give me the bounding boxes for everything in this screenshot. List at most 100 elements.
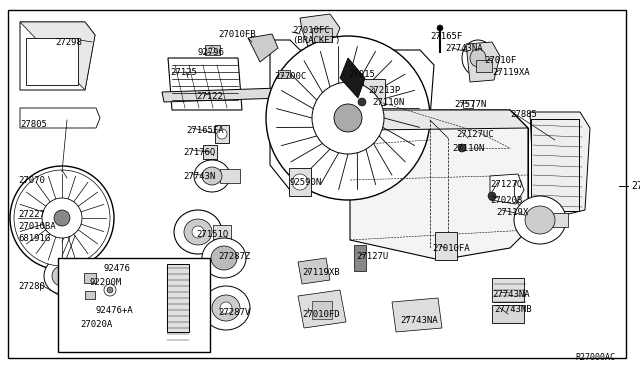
Text: 27127U: 27127U	[356, 252, 388, 261]
Bar	[435, 232, 457, 260]
Polygon shape	[530, 112, 590, 222]
Ellipse shape	[107, 287, 113, 293]
Text: 27020B: 27020B	[490, 196, 522, 205]
Polygon shape	[20, 22, 95, 90]
Bar	[548, 213, 568, 227]
Bar	[354, 245, 366, 271]
Ellipse shape	[334, 104, 362, 132]
Polygon shape	[298, 258, 330, 284]
Polygon shape	[20, 22, 95, 90]
Ellipse shape	[14, 170, 110, 266]
Ellipse shape	[437, 25, 443, 31]
Bar	[278, 70, 290, 78]
Ellipse shape	[192, 226, 204, 238]
Text: 27070: 27070	[18, 176, 45, 185]
Text: 27885: 27885	[510, 110, 537, 119]
Polygon shape	[350, 110, 528, 130]
Text: 27015: 27015	[348, 70, 375, 79]
Ellipse shape	[202, 286, 250, 330]
Ellipse shape	[217, 129, 227, 139]
Text: 27110N: 27110N	[452, 144, 484, 153]
Bar	[476, 60, 492, 72]
Text: 27287V: 27287V	[218, 308, 250, 317]
Ellipse shape	[458, 144, 466, 152]
Text: 27122: 27122	[196, 92, 223, 101]
Text: 27213P: 27213P	[368, 86, 400, 95]
Polygon shape	[298, 290, 346, 328]
Bar	[312, 28, 332, 42]
Text: 27125: 27125	[170, 68, 197, 77]
Ellipse shape	[202, 167, 222, 185]
Polygon shape	[248, 34, 278, 62]
Polygon shape	[466, 42, 500, 82]
Text: 27010BA: 27010BA	[18, 222, 56, 231]
Text: 27743N: 27743N	[183, 172, 215, 181]
Bar	[220, 169, 240, 183]
Text: 27805: 27805	[20, 120, 47, 129]
Text: 27577N: 27577N	[454, 100, 486, 109]
Text: 27010FD: 27010FD	[302, 310, 340, 319]
Text: 27119XB: 27119XB	[302, 268, 340, 277]
Text: 27176Q: 27176Q	[183, 148, 215, 157]
Text: 27743NA: 27743NA	[492, 290, 530, 299]
Ellipse shape	[42, 198, 82, 238]
Ellipse shape	[202, 238, 246, 278]
Ellipse shape	[488, 192, 496, 200]
Polygon shape	[168, 58, 242, 110]
Text: 92796: 92796	[198, 48, 225, 57]
Text: 92590N: 92590N	[290, 178, 323, 187]
Ellipse shape	[220, 302, 232, 314]
Bar	[84, 273, 96, 283]
Ellipse shape	[462, 40, 494, 76]
Text: 27010FB: 27010FB	[218, 30, 255, 39]
Polygon shape	[490, 174, 524, 204]
Ellipse shape	[59, 289, 65, 295]
Bar	[58, 258, 210, 352]
Polygon shape	[392, 298, 442, 332]
Bar	[492, 305, 524, 323]
Bar	[289, 168, 311, 196]
Bar	[167, 264, 189, 332]
Ellipse shape	[292, 174, 308, 190]
Ellipse shape	[211, 246, 237, 270]
Ellipse shape	[174, 210, 222, 254]
Text: 27165FA: 27165FA	[186, 126, 223, 135]
Text: R27000AC: R27000AC	[575, 353, 615, 362]
Ellipse shape	[312, 82, 384, 154]
Polygon shape	[20, 108, 100, 128]
Bar	[363, 79, 385, 105]
Bar	[70, 276, 80, 284]
Ellipse shape	[10, 166, 114, 270]
Ellipse shape	[184, 219, 212, 245]
Text: 27020A: 27020A	[80, 320, 112, 329]
Polygon shape	[26, 38, 78, 85]
Text: 27280: 27280	[18, 282, 45, 291]
Ellipse shape	[358, 98, 366, 106]
Ellipse shape	[514, 196, 566, 244]
Text: 27010FC: 27010FC	[292, 26, 330, 35]
Text: 68191G: 68191G	[18, 234, 51, 243]
Polygon shape	[300, 14, 340, 52]
Text: 27151Q: 27151Q	[196, 230, 228, 239]
Text: 27298: 27298	[55, 38, 82, 47]
Text: 92476: 92476	[104, 264, 131, 273]
Bar	[85, 291, 95, 299]
Polygon shape	[162, 88, 282, 102]
Ellipse shape	[266, 36, 430, 200]
Text: 27127UC: 27127UC	[456, 130, 493, 139]
Bar	[215, 125, 229, 143]
Text: 27743NA: 27743NA	[445, 44, 483, 53]
Text: 27227: 27227	[18, 210, 45, 219]
Text: 27287Z: 27287Z	[218, 252, 250, 261]
Polygon shape	[350, 110, 528, 260]
Polygon shape	[340, 58, 365, 98]
Text: 27165F: 27165F	[430, 32, 462, 41]
Ellipse shape	[212, 295, 240, 321]
Bar	[205, 45, 220, 55]
Text: 27010FA: 27010FA	[432, 244, 470, 253]
Text: 27743NA: 27743NA	[400, 316, 438, 325]
Text: 27700C: 27700C	[274, 72, 307, 81]
Text: 92200M: 92200M	[90, 278, 122, 287]
Bar	[463, 100, 473, 108]
Bar	[492, 278, 524, 302]
